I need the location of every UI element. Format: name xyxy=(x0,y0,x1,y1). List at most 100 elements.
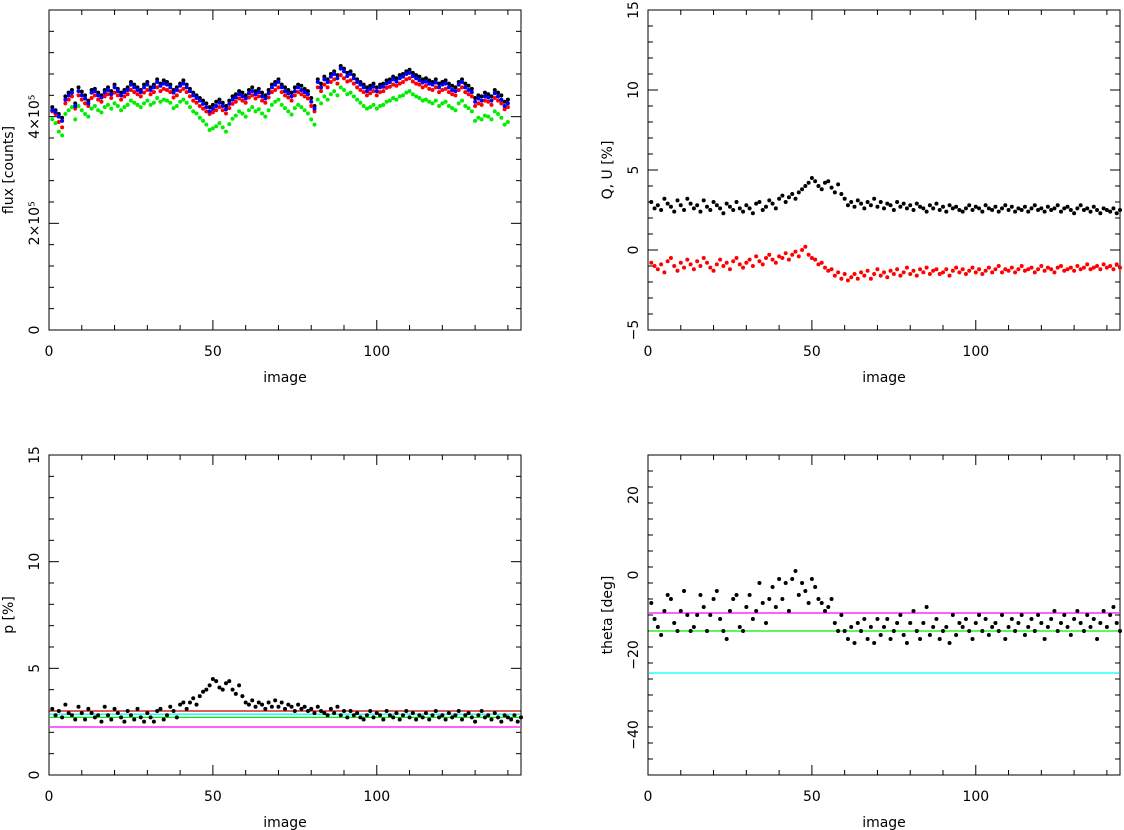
data-point xyxy=(217,121,222,126)
y-axis-label: theta [deg] xyxy=(600,576,616,655)
data-point xyxy=(473,99,478,104)
data-point xyxy=(345,70,350,75)
data-point xyxy=(305,89,310,94)
data-point xyxy=(509,717,514,722)
data-point xyxy=(187,700,192,705)
data-point xyxy=(437,85,442,90)
data-point xyxy=(790,252,795,257)
data-point xyxy=(708,208,713,212)
data-point xyxy=(446,90,451,95)
data-point xyxy=(1118,629,1122,633)
data-point xyxy=(106,88,110,92)
data-point xyxy=(440,713,445,718)
data-point xyxy=(1111,267,1116,272)
data-point xyxy=(109,92,114,97)
data-point xyxy=(816,262,821,267)
data-point xyxy=(1085,262,1090,267)
data-point xyxy=(296,90,301,95)
data-point xyxy=(672,264,677,268)
data-point xyxy=(250,89,255,94)
data-point xyxy=(737,625,742,629)
data-point xyxy=(813,257,818,262)
data-point xyxy=(731,208,736,212)
data-point xyxy=(793,196,798,201)
data-point xyxy=(832,190,837,195)
data-point xyxy=(849,200,854,204)
data-point xyxy=(845,637,850,641)
data-point xyxy=(204,122,209,127)
data-point xyxy=(197,694,202,699)
data-point xyxy=(714,262,719,267)
data-point xyxy=(263,706,268,711)
data-point xyxy=(456,88,461,92)
data-point xyxy=(237,89,242,94)
data-point xyxy=(813,179,818,184)
data-point xyxy=(842,629,847,633)
data-point xyxy=(1088,625,1093,629)
data-point xyxy=(125,709,130,713)
y-tick-label: −40 xyxy=(626,720,642,750)
data-point xyxy=(895,267,900,272)
data-point xyxy=(469,109,474,114)
data-point xyxy=(417,96,422,100)
data-point xyxy=(60,115,65,120)
data-point xyxy=(302,108,307,113)
data-point xyxy=(224,681,228,686)
data-point xyxy=(1019,613,1024,617)
data-point xyxy=(852,204,857,209)
data-point xyxy=(1078,621,1083,625)
data-point xyxy=(783,581,788,585)
data-point xyxy=(63,97,68,102)
data-point xyxy=(466,88,471,92)
data-point xyxy=(243,100,248,105)
data-point xyxy=(433,85,438,90)
data-point xyxy=(66,93,71,98)
data-point xyxy=(823,265,827,270)
data-point xyxy=(201,106,206,111)
data-point xyxy=(672,621,677,625)
data-point xyxy=(682,589,687,593)
data-point xyxy=(315,704,320,709)
data-point xyxy=(250,698,255,703)
series-green xyxy=(50,85,510,138)
data-point xyxy=(898,273,903,278)
data-point xyxy=(1101,609,1106,613)
data-point xyxy=(1075,264,1080,268)
data-point xyxy=(381,717,386,722)
data-point xyxy=(698,593,703,597)
y-tick-label: 15 xyxy=(27,446,43,464)
data-point xyxy=(882,270,886,275)
x-tick-label: 0 xyxy=(45,789,54,805)
data-point xyxy=(1006,268,1011,273)
data-point xyxy=(151,90,156,95)
data-point xyxy=(934,201,939,206)
data-point xyxy=(322,94,327,99)
data-point xyxy=(407,89,412,94)
data-point xyxy=(246,108,251,113)
data-point xyxy=(705,629,709,633)
data-point xyxy=(463,85,468,90)
data-point xyxy=(668,256,673,260)
data-point xyxy=(417,713,422,718)
data-point xyxy=(181,86,186,91)
data-point xyxy=(990,208,995,212)
data-point xyxy=(128,98,133,103)
data-point xyxy=(446,85,451,90)
data-point xyxy=(505,97,510,102)
data-point xyxy=(1072,211,1077,216)
data-point xyxy=(89,711,94,716)
series-black xyxy=(50,677,523,724)
data-point xyxy=(361,717,366,722)
data-point xyxy=(106,92,110,97)
data-point xyxy=(800,187,805,192)
data-point xyxy=(852,272,857,276)
data-point xyxy=(1026,625,1031,629)
data-point xyxy=(381,81,386,86)
data-point xyxy=(453,108,458,113)
data-point xyxy=(492,88,497,92)
data-point xyxy=(1081,208,1086,212)
data-point xyxy=(305,111,310,116)
data-point xyxy=(256,90,261,95)
data-point xyxy=(148,715,153,720)
data-point xyxy=(659,262,664,267)
